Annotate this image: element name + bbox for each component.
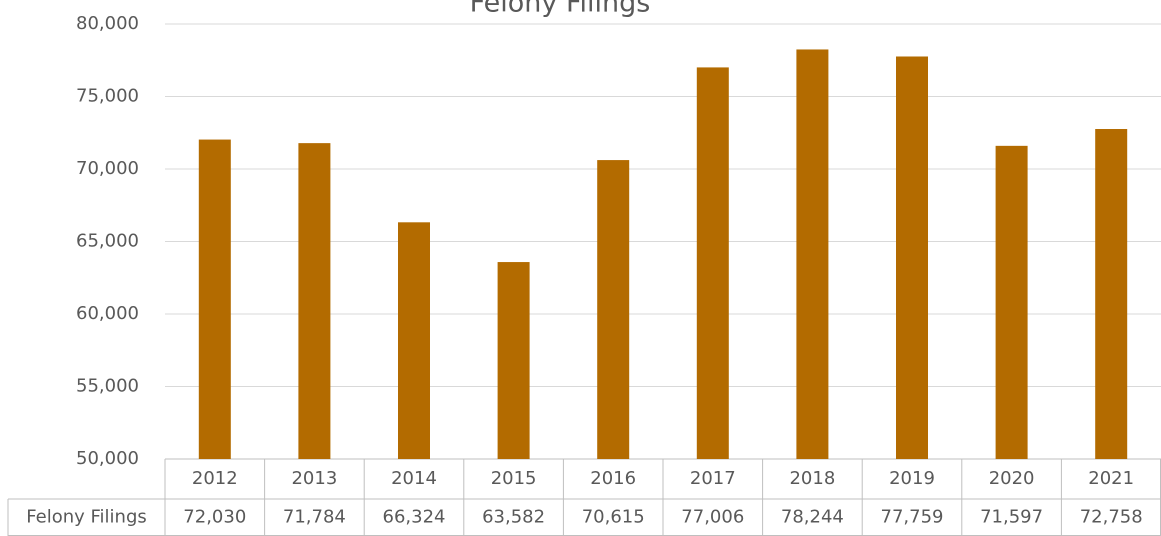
x-tick-label: 2018 xyxy=(789,468,835,489)
x-tick-label: 2012 xyxy=(192,468,238,489)
x-tick-label: 2019 xyxy=(889,468,935,489)
table-value: 72,030 xyxy=(183,507,246,528)
table-value: 70,615 xyxy=(582,507,645,528)
table-value: 71,597 xyxy=(980,507,1043,528)
x-tick-label: 2016 xyxy=(590,468,636,489)
x-tick-label: 2021 xyxy=(1088,468,1134,489)
bar xyxy=(398,222,430,459)
chart-title: Felony Filings xyxy=(470,0,651,19)
bar xyxy=(995,145,1028,459)
x-tick-label: 2014 xyxy=(391,468,437,489)
y-tick-label: 60,000 xyxy=(76,303,139,324)
y-tick-label: 50,000 xyxy=(76,448,139,469)
table-value: 71,784 xyxy=(283,507,346,528)
table-value: 77,759 xyxy=(881,507,944,528)
table-value: 66,324 xyxy=(383,507,446,528)
x-tick-label: 2017 xyxy=(690,468,736,489)
x-tick-label: 2015 xyxy=(491,468,537,489)
table-value: 63,582 xyxy=(482,507,545,528)
bar xyxy=(497,262,530,459)
y-tick-label: 70,000 xyxy=(76,158,139,179)
table-value: 78,244 xyxy=(781,507,844,528)
bar xyxy=(198,139,231,459)
y-tick-label: 80,000 xyxy=(76,13,139,34)
bar xyxy=(696,67,729,460)
y-tick-label: 75,000 xyxy=(76,86,139,107)
y-tick-label: 55,000 xyxy=(76,376,139,397)
bar xyxy=(597,160,630,459)
bar xyxy=(796,49,829,459)
x-tick-label: 2020 xyxy=(989,468,1035,489)
x-tick-label: 2013 xyxy=(291,468,337,489)
bar xyxy=(896,56,928,459)
bar xyxy=(1095,129,1128,459)
y-tick-label: 65,000 xyxy=(76,231,139,252)
table-value: 72,758 xyxy=(1080,507,1143,528)
bar xyxy=(298,143,331,459)
table-row-label: Felony Filings xyxy=(26,507,147,528)
table-value: 77,006 xyxy=(681,507,744,528)
